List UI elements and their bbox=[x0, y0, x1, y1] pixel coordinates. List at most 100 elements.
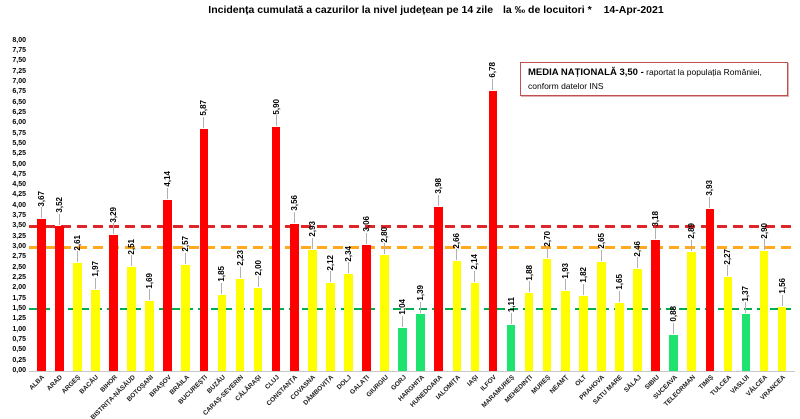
county-bar bbox=[759, 251, 769, 371]
county-bar bbox=[777, 306, 787, 371]
county-bar bbox=[127, 267, 136, 371]
county-bar bbox=[597, 261, 606, 371]
bar-value-label: 1,37 bbox=[741, 285, 751, 302]
value-leader-line bbox=[781, 294, 783, 306]
value-leader-line bbox=[456, 249, 458, 261]
bar-value-label: 2,00 bbox=[253, 259, 263, 276]
bar-value-label: 2,89 bbox=[687, 223, 697, 239]
value-leader-line bbox=[474, 270, 476, 282]
value-leader-line bbox=[76, 251, 78, 263]
county-bar bbox=[434, 206, 444, 371]
county-bar bbox=[380, 255, 389, 371]
y-axis-tick-label: 5,50 bbox=[12, 139, 26, 147]
value-leader-line bbox=[709, 196, 711, 208]
bar-value-label: 6,78 bbox=[488, 62, 498, 78]
county-bar bbox=[723, 277, 733, 371]
bar-value-label: 5,90 bbox=[271, 98, 281, 115]
county-bar bbox=[687, 251, 697, 371]
bar-value-label: 2,70 bbox=[542, 230, 552, 247]
bar-value-label: 4,14 bbox=[163, 171, 173, 188]
y-axis-tick-label: 4,25 bbox=[12, 191, 26, 199]
value-leader-line bbox=[131, 255, 133, 267]
bar-value-label: 1,65 bbox=[614, 274, 624, 290]
value-leader-line bbox=[94, 277, 96, 289]
national-average-text: raportat la populația României, bbox=[643, 67, 762, 77]
value-leader-line bbox=[203, 116, 205, 128]
county-bar bbox=[524, 293, 534, 371]
county-bar bbox=[633, 269, 642, 371]
county-bar bbox=[109, 235, 118, 371]
county-bar bbox=[344, 274, 353, 371]
bar-value-label: 0,88 bbox=[669, 306, 679, 322]
bar-value-label: 1,85 bbox=[217, 266, 227, 282]
bar-value-label: 3,29 bbox=[109, 206, 118, 223]
county-bar bbox=[199, 128, 209, 371]
reference-line bbox=[29, 307, 795, 311]
reference-line bbox=[29, 224, 795, 228]
county-bar bbox=[217, 294, 227, 371]
value-leader-line bbox=[745, 302, 747, 314]
chart-title-unit: la ‰ de locuitori * bbox=[502, 4, 592, 16]
value-leader-line bbox=[185, 252, 187, 264]
y-axis-tick-label: 8,00 bbox=[12, 36, 26, 44]
y-axis-tick-label: 0,25 bbox=[12, 356, 26, 364]
y-axis-tick-label: 6,75 bbox=[12, 88, 26, 96]
bar-value-label: 3,98 bbox=[434, 178, 444, 194]
value-leader-line bbox=[582, 283, 584, 295]
value-leader-line bbox=[763, 239, 765, 251]
county-bar bbox=[289, 223, 299, 371]
value-leader-line bbox=[510, 313, 512, 325]
county-bar bbox=[579, 295, 588, 371]
value-leader-line bbox=[528, 281, 530, 293]
county-bar bbox=[73, 263, 82, 371]
bar-value-label: 3,52 bbox=[54, 197, 64, 213]
reference-line bbox=[29, 245, 795, 249]
bar-value-label: 2,34 bbox=[343, 245, 353, 262]
bar-value-label: 1,82 bbox=[578, 267, 588, 283]
county-bar bbox=[398, 328, 407, 371]
bar-value-label: 1,88 bbox=[524, 264, 534, 281]
y-axis-tick-label: 6,00 bbox=[12, 119, 26, 127]
y-axis-tick-label: 7,00 bbox=[12, 77, 26, 85]
y-axis-tick-label: 4,75 bbox=[12, 170, 26, 178]
y-axis-tick-label: 4,50 bbox=[12, 181, 26, 189]
county-bar bbox=[470, 282, 480, 371]
national-average-note: MEDIA NAȚIONALĂ 3,50 - raportat la popul… bbox=[520, 62, 788, 97]
county-bar bbox=[452, 261, 462, 371]
bar-value-label: 2,66 bbox=[452, 232, 462, 249]
bar-value-label: 1,93 bbox=[560, 262, 570, 279]
county-bar bbox=[506, 325, 516, 371]
county-bar bbox=[741, 314, 751, 371]
y-axis-tick-label: 3,75 bbox=[12, 212, 26, 220]
y-axis-tick-label: 6,50 bbox=[12, 98, 26, 106]
y-axis-tick-label: 7,50 bbox=[12, 57, 26, 65]
bar-value-label: 2,80 bbox=[380, 226, 390, 243]
y-axis-tick-label: 1,25 bbox=[12, 315, 26, 323]
value-leader-line bbox=[673, 322, 675, 334]
county-bar bbox=[488, 90, 498, 371]
bar-value-label: 3,93 bbox=[705, 180, 715, 196]
bar-value-label: 2,93 bbox=[307, 221, 317, 237]
value-leader-line bbox=[691, 239, 693, 251]
bar-value-label: 5,87 bbox=[199, 100, 209, 116]
y-axis-tick-label: 5,75 bbox=[12, 129, 26, 137]
value-leader-line bbox=[113, 223, 114, 235]
bar-value-label: 1,39 bbox=[416, 285, 426, 301]
bar-value-label: 1,11 bbox=[506, 297, 516, 313]
county-bar bbox=[326, 283, 335, 371]
county-bar bbox=[271, 127, 281, 371]
county-bar bbox=[669, 334, 678, 371]
value-leader-line bbox=[384, 243, 386, 255]
y-axis-tick-label: 2,00 bbox=[12, 284, 26, 292]
value-leader-line bbox=[600, 249, 602, 261]
y-axis-tick-label: 1,50 bbox=[12, 305, 26, 313]
bar-value-label: 3,18 bbox=[651, 211, 661, 227]
county-bar bbox=[36, 219, 46, 371]
county-bar bbox=[55, 225, 64, 371]
bar-value-label: 2,12 bbox=[325, 254, 335, 271]
chart-title: Incidența cumulată a cazurilor la nivel … bbox=[0, 4, 800, 16]
county-bar bbox=[163, 200, 173, 371]
county-bar bbox=[253, 288, 263, 371]
y-axis-tick-label: 7,25 bbox=[12, 67, 26, 75]
